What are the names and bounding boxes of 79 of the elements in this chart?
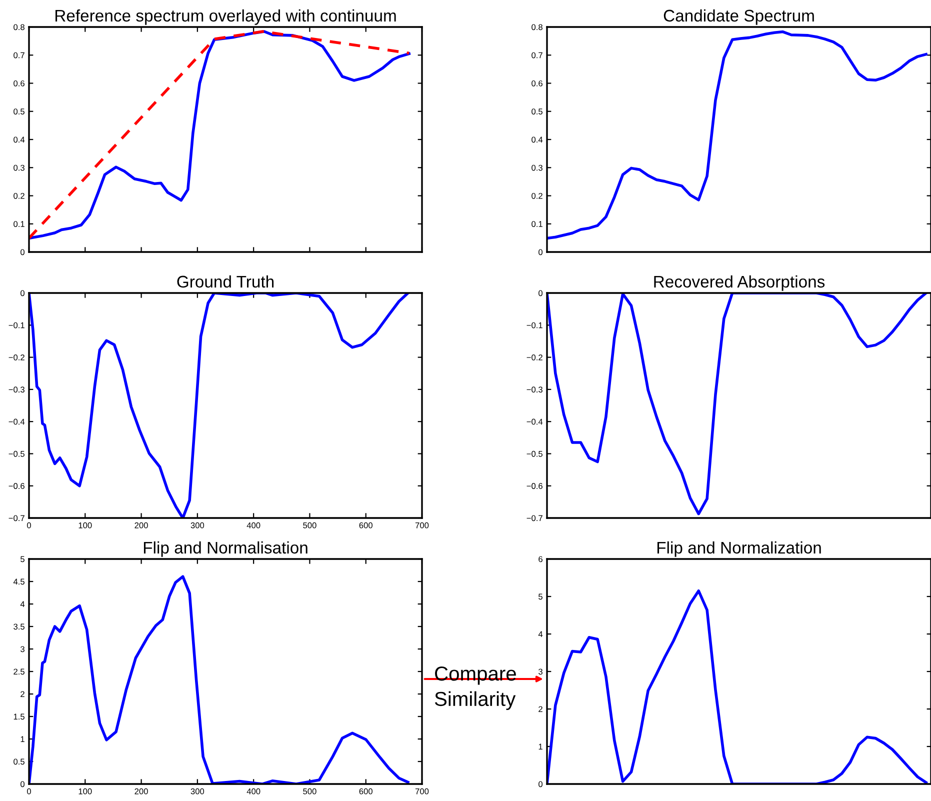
y-tick-label: −0.5 [8, 450, 24, 457]
y-tick-label: 2.5 [14, 668, 24, 675]
y-tick-label: 0 [538, 290, 543, 296]
y-tick-label: 5 [538, 594, 542, 600]
y-tick-label: −0.6 [526, 483, 542, 489]
y-tick-label: 0 [20, 781, 25, 788]
x-tick-label: 700 [415, 522, 429, 528]
y-tick-label: 0 [538, 249, 543, 256]
x-tick-label: 600 [359, 788, 372, 794]
y-tick-label: 0.4 [532, 136, 543, 143]
y-tick-label: −0.7 [526, 515, 542, 522]
y-tick-label: 0.5 [532, 108, 542, 114]
y-tick-label: −0.5 [526, 450, 542, 457]
x-tick-label: 300 [190, 522, 204, 528]
line-series [29, 30, 410, 240]
x-tick-label: 700 [415, 788, 429, 794]
y-tick-label: 0.7 [14, 52, 24, 58]
x-tick-label: 200 [134, 788, 148, 794]
y-tick-label: −0.3 [8, 386, 24, 393]
x-tick-label: 100 [78, 522, 92, 528]
x-tick-label: 400 [246, 788, 260, 794]
y-tick-label: −0.7 [8, 515, 24, 522]
y-tick-label: 0.1 [532, 221, 542, 227]
x-tick-label: 400 [246, 522, 260, 528]
y-tick-label: 0.1 [14, 221, 24, 227]
y-tick-label: −0.1 [8, 322, 24, 328]
y-tick-label: −0.4 [8, 418, 25, 425]
x-tick-label: 300 [190, 788, 204, 794]
y-tick-label: 0.3 [532, 164, 542, 171]
y-tick-label: 4 [20, 601, 25, 608]
y-tick-label: 0 [20, 249, 25, 256]
line-series [547, 589, 928, 784]
y-tick-label: 1.5 [14, 714, 24, 720]
chart-title: Ground Truth [177, 275, 274, 288]
y-tick-label: 0.8 [14, 24, 24, 30]
y-tick-label: 0 [538, 781, 543, 788]
x-tick-label: 0 [27, 788, 31, 794]
y-tick-label: 0 [20, 290, 25, 296]
y-tick-label: 0.2 [532, 192, 542, 199]
y-tick-label: 0.5 [14, 108, 24, 114]
y-tick-label: −0.2 [8, 354, 24, 360]
y-tick-label: −0.1 [526, 322, 542, 328]
line-series [547, 293, 928, 516]
y-tick-label: 0.8 [532, 24, 542, 30]
y-tick-label: 3 [538, 668, 542, 675]
chart-title: Recovered Absorptions [654, 275, 825, 291]
x-tick-label: 100 [78, 788, 92, 794]
y-tick-label: 4 [538, 631, 543, 638]
y-tick-label: 0.4 [14, 136, 25, 143]
y-tick-label: 2 [20, 691, 24, 698]
chart-title: Reference spectrum overlayed with continuum [56, 9, 396, 25]
x-tick-label: 200 [134, 522, 148, 528]
y-tick-label: 0.7 [532, 52, 542, 58]
y-tick-label: 0.6 [14, 80, 24, 86]
y-tick-label: 5 [20, 556, 24, 562]
x-tick-label: 500 [303, 522, 316, 528]
chart-title: Flip and Normalization [657, 541, 821, 557]
y-tick-label: 0.3 [14, 164, 24, 171]
y-tick-label: −0.6 [8, 483, 24, 489]
line-series [547, 30, 928, 240]
y-tick-label: 6 [538, 556, 542, 562]
y-tick-label: 0.6 [532, 80, 542, 86]
chart-title: Candidate Spectrum [664, 9, 814, 25]
y-tick-label: 1 [20, 736, 24, 742]
y-tick-label: 4.5 [13, 578, 24, 585]
y-tick-label: −0.2 [526, 354, 542, 360]
x-tick-label: 0 [27, 522, 31, 528]
y-tick-label: 3 [20, 646, 24, 652]
y-tick-label: 2 [538, 706, 542, 712]
y-tick-label: 3.5 [14, 624, 24, 630]
y-tick-label: −0.3 [526, 386, 542, 393]
x-tick-label: 500 [303, 788, 316, 794]
chart-title: Flip and Normalisation [144, 541, 308, 557]
y-tick-label: −0.4 [526, 418, 543, 425]
x-tick-label: 600 [359, 522, 372, 528]
y-tick-label: 1 [538, 744, 542, 750]
y-tick-label: 0.2 [14, 192, 24, 199]
y-tick-label: 0.5 [14, 758, 24, 765]
line-series [29, 575, 410, 784]
